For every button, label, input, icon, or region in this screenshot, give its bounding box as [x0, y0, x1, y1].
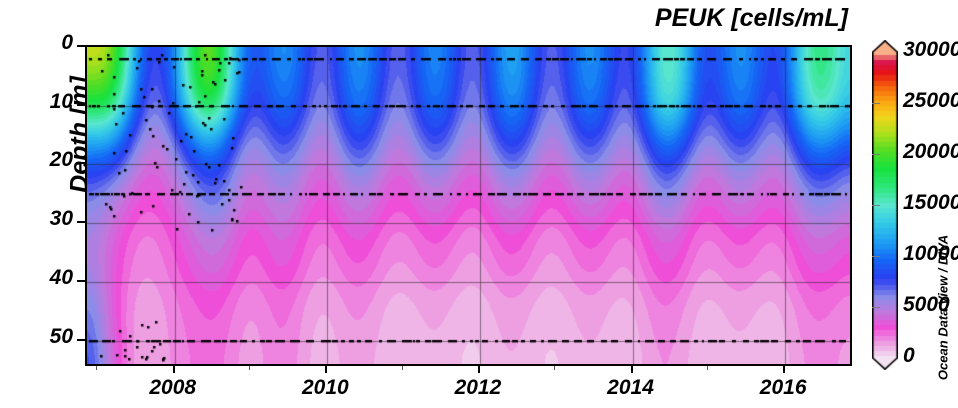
x-tick-mark-2010 — [325, 364, 327, 373]
colorbar-tick-mark-25000 — [872, 103, 880, 104]
y-tick-mark-50 — [77, 339, 85, 341]
x-minor-tick-2013 — [554, 364, 555, 370]
y-tick-label-40: 40 — [49, 265, 73, 289]
x-tick-label-2010: 2010 — [301, 376, 349, 399]
odv-credit: Ocean Data View / DIVA — [935, 234, 951, 381]
colorbar-tick-mark-10000 — [872, 256, 880, 257]
plot-area — [85, 45, 852, 366]
y-tick-mark-30 — [77, 221, 85, 223]
x-tick-mark-2008 — [173, 364, 175, 373]
x-tick-mark-2014 — [631, 364, 633, 373]
x-tick-label-2008: 2008 — [149, 376, 197, 399]
x-minor-tick-2007 — [96, 364, 97, 370]
colorbar-tick-mark-20000 — [872, 154, 880, 155]
y-tick-mark-40 — [77, 280, 85, 282]
colorbar-tick-mark-5000 — [872, 307, 880, 308]
colorbar-tick-label-25000: 25000 — [903, 89, 958, 112]
y-tick-mark-20 — [77, 162, 85, 164]
colorbar-tick-label-10000: 10000 — [903, 242, 958, 265]
colorbar-tick-label-30000: 30000 — [903, 38, 958, 61]
chart-title: PEUK [cells/mL] — [654, 4, 848, 32]
x-tick-mark-2012 — [478, 364, 480, 373]
y-tick-mark-10 — [77, 104, 85, 106]
colorbar-tick-label-0: 0 — [903, 344, 915, 367]
colorbar-tick-label-5000: 5000 — [903, 293, 950, 316]
sample-marker-overlay — [87, 47, 850, 364]
y-tick-mark-0 — [77, 45, 85, 47]
x-tick-mark-2016 — [783, 364, 785, 373]
x-minor-tick-2009 — [249, 364, 250, 370]
x-minor-tick-2015 — [707, 364, 708, 370]
colorbar-tick-mark-15000 — [872, 205, 880, 206]
x-tick-label-2012: 2012 — [454, 376, 502, 399]
y-tick-label-0: 0 — [61, 31, 73, 54]
y-tick-label-10: 10 — [49, 89, 73, 113]
y-tick-label-20: 20 — [49, 148, 73, 172]
x-tick-label-2014: 2014 — [607, 376, 654, 399]
x-tick-label-2016: 2016 — [759, 376, 807, 399]
y-tick-label-30: 30 — [49, 207, 73, 231]
colorbar-tick-label-15000: 15000 — [903, 191, 958, 214]
colorbar-tick-label-20000: 20000 — [903, 140, 958, 163]
y-tick-label-50: 50 — [49, 324, 73, 348]
x-minor-tick-2011 — [402, 364, 403, 370]
